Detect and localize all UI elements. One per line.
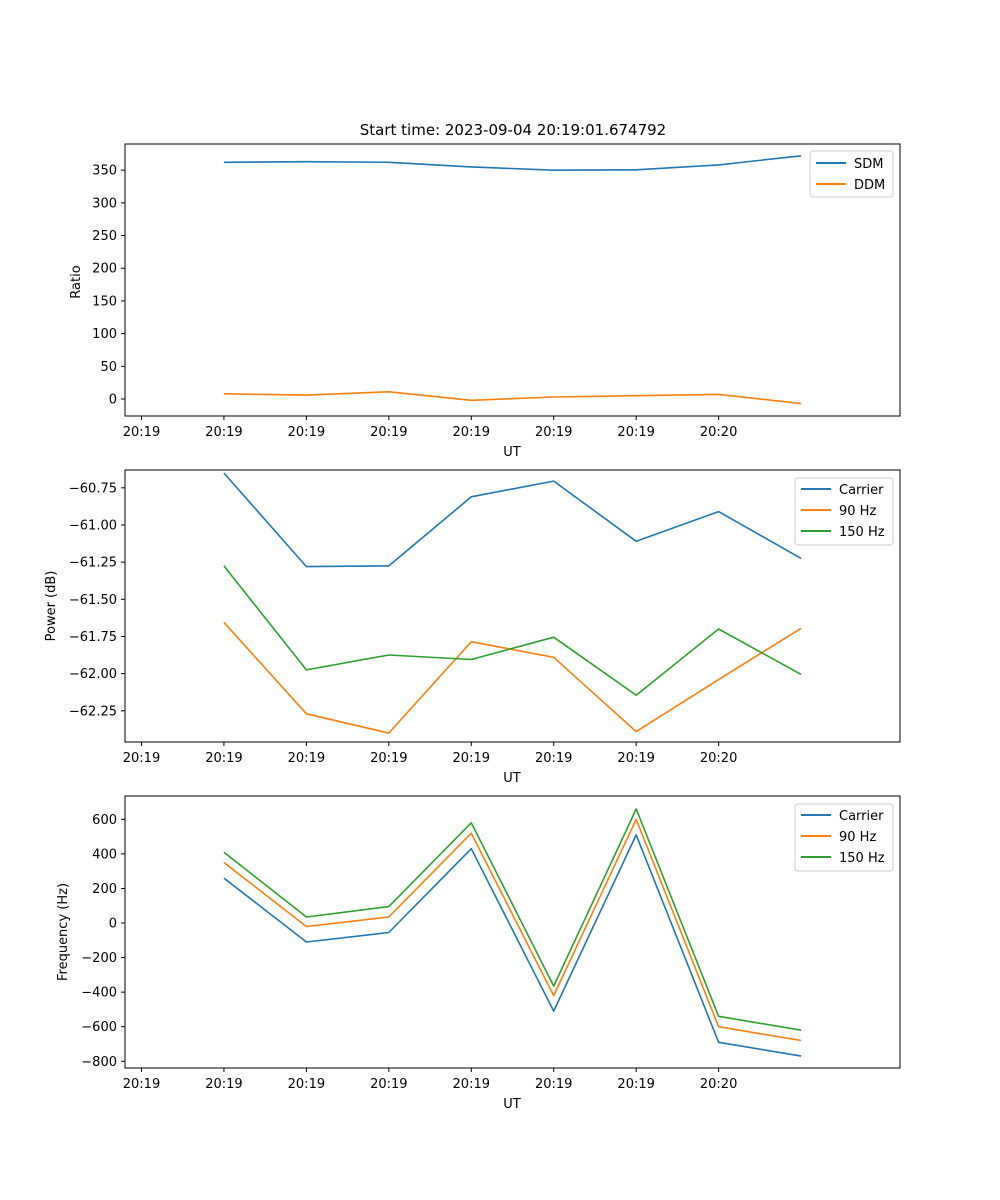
legend-label-150hz: 150 Hz xyxy=(839,851,885,866)
plot-frame xyxy=(124,795,901,1069)
series-line-150-hz xyxy=(223,808,802,1031)
x-tick-label: 20:20 xyxy=(700,1077,737,1092)
x-tick-label: 20:19 xyxy=(370,425,407,440)
y-tick-label: −62.00 xyxy=(69,667,117,682)
y-tick-label: 50 xyxy=(100,360,117,375)
legend-label-90hz: 90 Hz xyxy=(839,504,876,519)
legend: SDM DDM xyxy=(809,150,894,198)
chart-title: Start time: 2023-09-04 20:19:01.674792 xyxy=(360,121,666,139)
x-tick-label: 20:19 xyxy=(535,425,572,440)
y-axis-label: Power (dB) xyxy=(44,571,59,642)
x-axis-label: UT xyxy=(503,445,521,460)
x-tick-label: 20:19 xyxy=(453,751,490,766)
y-tick-label: −61.00 xyxy=(69,518,117,533)
y-tick-label: 250 xyxy=(92,229,117,244)
legend: Carrier 90 Hz 150 Hz xyxy=(794,477,894,546)
x-tick-label: 20:19 xyxy=(370,1077,407,1092)
x-tick-label: 20:19 xyxy=(370,751,407,766)
frequency-panel: UT Frequency (Hz) 20:19 20:19 20:19 20:19 20… xyxy=(56,795,901,1112)
y-tick-label: 200 xyxy=(92,882,117,897)
series-line-sdm xyxy=(223,155,802,171)
x-tick-label: 20:20 xyxy=(700,751,737,766)
y-tick-label: 0 xyxy=(109,393,117,408)
x-tick-label: 20:19 xyxy=(535,751,572,766)
legend-frame xyxy=(794,803,894,872)
y-tick-label: −200 xyxy=(81,951,117,966)
power-panel: UT Power (dB) 20:19 20:19 20:19 20:19 20:19 2… xyxy=(44,469,901,786)
legend-frame xyxy=(794,477,894,546)
y-tick-label: 600 xyxy=(92,813,117,828)
plot-frame xyxy=(124,143,901,417)
x-tick-label: 20:19 xyxy=(288,751,325,766)
x-tick-label: 20:19 xyxy=(288,1077,325,1092)
x-tick-label: 20:19 xyxy=(453,1077,490,1092)
legend-label-150hz: 150 Hz xyxy=(839,525,885,540)
legend-label-90hz: 90 Hz xyxy=(839,830,876,845)
x-tick-label: 20:19 xyxy=(123,751,160,766)
x-tick-label: 20:19 xyxy=(617,751,654,766)
y-tick-label: 150 xyxy=(92,294,117,309)
y-tick-label: 300 xyxy=(92,196,117,211)
series-line-150-hz xyxy=(223,565,802,697)
legend-label-carrier: Carrier xyxy=(839,483,884,498)
series-line-carrier xyxy=(223,834,802,1057)
x-tick-label: 20:19 xyxy=(205,1077,242,1092)
y-tick-label: 100 xyxy=(92,327,117,342)
x-tick-label: 20:19 xyxy=(288,425,325,440)
series-line-90-hz xyxy=(223,621,802,734)
legend-label-sdm: SDM xyxy=(854,157,883,172)
y-tick-label: −61.25 xyxy=(69,556,117,571)
y-tick-label: −60.75 xyxy=(69,481,117,496)
x-tick-label: 20:20 xyxy=(700,425,737,440)
series-line-ddm xyxy=(223,390,802,405)
y-tick-label: −61.75 xyxy=(69,630,117,645)
y-tick-label: 0 xyxy=(109,917,117,932)
legend: Carrier 90 Hz 150 Hz xyxy=(794,803,894,872)
y-tick-label: 400 xyxy=(92,847,117,862)
x-tick-label: 20:19 xyxy=(453,425,490,440)
plot-frame xyxy=(124,469,901,743)
x-tick-label: 20:19 xyxy=(123,425,160,440)
x-axis-label: UT xyxy=(503,771,521,786)
x-tick-label: 20:19 xyxy=(535,1077,572,1092)
x-axis-label: UT xyxy=(503,1097,521,1112)
y-tick-label: −62.25 xyxy=(69,704,117,719)
y-axis-label: Ratio xyxy=(69,265,84,298)
y-tick-label: −600 xyxy=(81,1020,117,1035)
x-tick-label: 20:19 xyxy=(205,425,242,440)
y-tick-label: −400 xyxy=(81,986,117,1001)
y-tick-label: −800 xyxy=(81,1055,117,1070)
y-tick-label: 350 xyxy=(92,164,117,179)
series-line-carrier xyxy=(223,472,802,568)
x-tick-label: 20:19 xyxy=(617,1077,654,1092)
ratio-panel: Start time: 2023-09-04 20:19:01.674792 U… xyxy=(69,121,901,460)
y-tick-label: −61.50 xyxy=(69,593,117,608)
y-axis-label: Frequency (Hz) xyxy=(56,883,71,981)
x-tick-label: 20:19 xyxy=(617,425,654,440)
legend-label-ddm: DDM xyxy=(854,178,885,193)
legend-label-carrier: Carrier xyxy=(839,809,884,824)
y-tick-label: 200 xyxy=(92,262,117,277)
x-tick-label: 20:19 xyxy=(123,1077,160,1092)
x-tick-label: 20:19 xyxy=(205,751,242,766)
series-line-90-hz xyxy=(223,818,802,1042)
